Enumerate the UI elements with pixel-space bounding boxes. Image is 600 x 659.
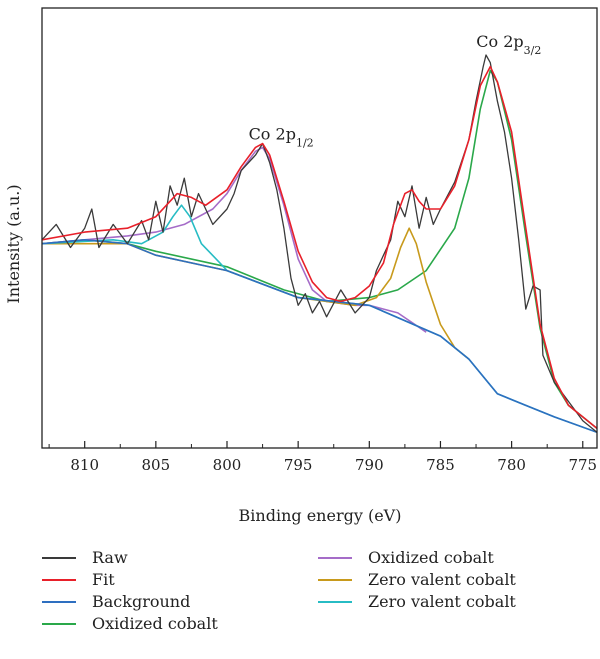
x-axis-label: Binding energy (eV) [239,506,402,525]
legend-label-6: Zero valent cobalt [368,570,516,589]
x-tick-label-805: 805 [142,456,171,474]
x-tick-label-780: 780 [497,456,526,474]
series-line-2 [42,65,597,430]
series-line-7 [42,204,597,434]
legend-label-2: Fit [92,570,115,589]
x-tick-label-775: 775 [568,456,597,474]
plot-area [42,54,597,434]
axes: 810 805 800 795 790 785 780 775 [41,7,598,474]
x-tick-label-790: 790 [355,456,384,474]
x-tick-label-800: 800 [213,456,242,474]
series-line-6 [42,227,470,360]
series-line-3 [42,239,597,434]
plot-frame [41,7,598,449]
peak-label-2: Co 2p3/2 [476,32,541,57]
y-axis-label: Intensity (a.u.) [4,184,23,303]
legend: Raw Fit Background Oxidized cobalt Oxidized … [42,548,516,633]
legend-label-1: Raw [92,548,128,567]
peak-annotations: Co 2p1/2 Co 2p3/2 [249,32,542,149]
x-tick-label-795: 795 [284,456,313,474]
series-line-1 [42,54,597,433]
legend-label-3: Background [92,592,190,611]
x-tick-label-785: 785 [426,456,455,474]
legend-label-5: Oxidized cobalt [368,548,494,567]
legend-label-4: Oxidized cobalt [92,614,218,633]
x-tick-label-810: 810 [70,456,99,474]
peak-label-1: Co 2p1/2 [249,124,314,149]
series-line-4 [42,69,597,430]
legend-label-7: Zero valent cobalt [368,592,516,611]
